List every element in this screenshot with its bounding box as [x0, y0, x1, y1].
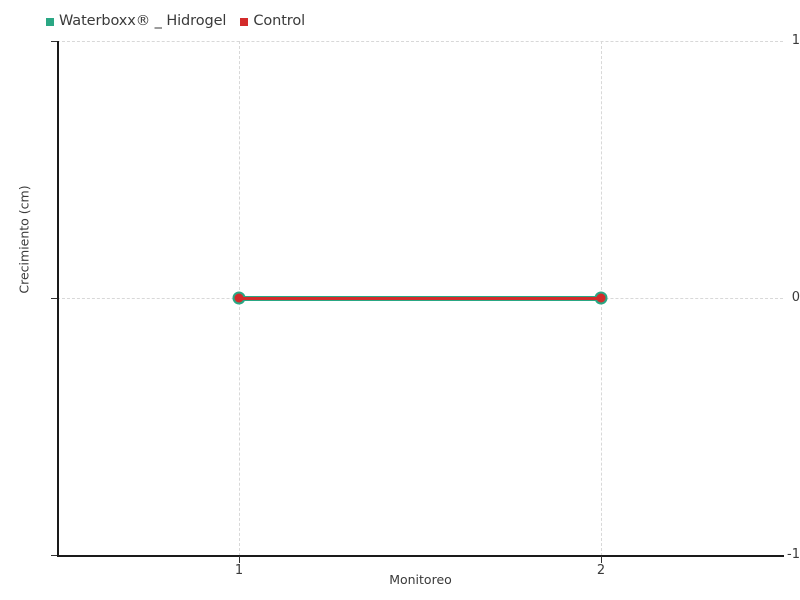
y-tick-label-0: 0: [791, 290, 800, 305]
legend-item-control[interactable]: Control: [240, 14, 305, 29]
chart-legend: Waterboxx® _ Hidrogel Control: [46, 10, 305, 32]
y-tick-mark-1: [51, 41, 57, 42]
plot-area: [57, 41, 783, 556]
legend-swatch-waterboxx-hidrogel: [46, 18, 54, 26]
data-point-control[interactable]: [596, 293, 606, 303]
legend-swatch-control: [240, 18, 249, 26]
legend-label-waterboxx-hidrogel: Waterboxx® _ Hidrogel: [59, 12, 227, 29]
x-tick-label-2: 2: [596, 563, 606, 578]
x-tick-label-1: 1: [234, 563, 244, 578]
y-axis-spine: [57, 41, 59, 556]
x-axis-spine: [57, 555, 784, 557]
legend-label-control: Control: [253, 12, 306, 29]
y-tick-mark-0: [51, 298, 57, 299]
legend-item-waterboxx-hidrogel[interactable]: Waterboxx® _ Hidrogel: [46, 14, 226, 29]
series-line-control: [239, 297, 601, 300]
x-tick-mark-1: [239, 556, 240, 563]
y-axis-title: Crecimiento (cm): [16, 185, 32, 294]
y-tick-label-1: 1: [791, 33, 800, 48]
data-point-control[interactable]: [234, 293, 244, 303]
y-tick-label-neg1: -1: [787, 547, 800, 562]
x-axis-title: Monitoreo: [389, 572, 452, 587]
x-tick-mark-2: [601, 556, 602, 563]
y-tick-mark-neg1: [51, 555, 57, 556]
gridline-y-1: [57, 41, 783, 42]
